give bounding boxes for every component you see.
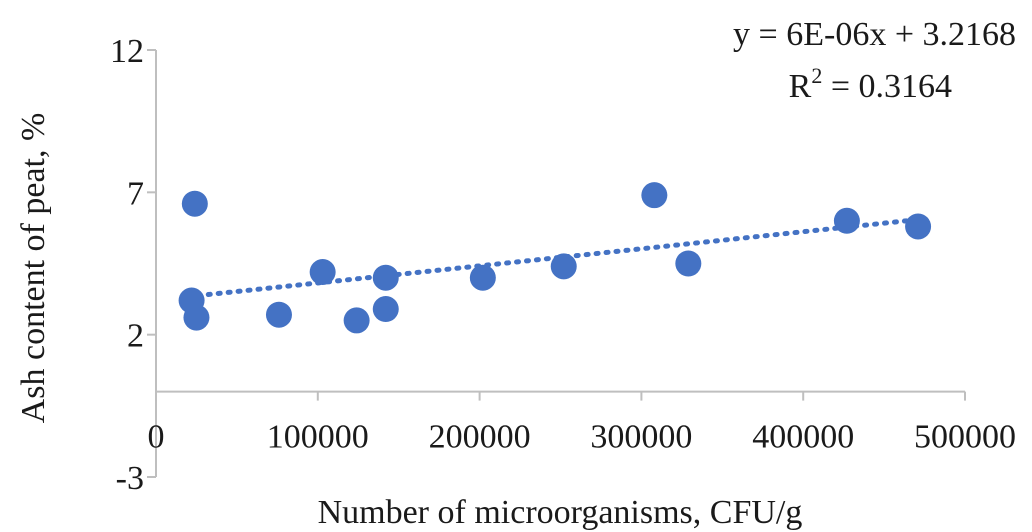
data-point [905, 213, 932, 240]
data-point [469, 264, 496, 291]
tick-labels: -3 2 7 12 0 100000 200000 300000 400000 500000 [110, 33, 1016, 497]
y-axis-title: Ash content of peat, % [15, 113, 52, 424]
trendline-equation: y = 6E-06x + 3.2168 [733, 16, 1016, 53]
data-point [183, 304, 210, 331]
y-tick-label: 2 [127, 318, 144, 355]
data-point [641, 182, 668, 209]
data-point [343, 307, 370, 334]
axes [147, 49, 966, 478]
data-point [265, 301, 292, 328]
data-point [550, 253, 577, 280]
data-point [372, 296, 399, 323]
data-points [178, 182, 932, 334]
data-point [833, 207, 860, 234]
y-tick-label: 12 [110, 33, 144, 70]
data-point [675, 250, 702, 277]
x-tick-label: 400000 [752, 419, 854, 456]
x-tick-label: 200000 [429, 419, 531, 456]
x-tick-label: 100000 [267, 419, 369, 456]
r-squared-prefix: R [789, 68, 812, 105]
r-squared-value: = 0.3164 [822, 68, 952, 105]
r-squared-superscript: 2 [811, 63, 822, 88]
data-point [309, 259, 336, 286]
x-tick-label: 300000 [590, 419, 692, 456]
data-point [181, 190, 208, 217]
y-tick-label: 7 [127, 175, 144, 212]
y-tick-label: -3 [116, 460, 144, 497]
x-tick-label: 500000 [914, 419, 1016, 456]
r-squared-label: R2 = 0.3164 [789, 63, 952, 105]
data-point [372, 264, 399, 291]
x-axis-title: Number of microorganisms, CFU/g [318, 494, 803, 531]
x-tick-label: 0 [148, 419, 165, 456]
